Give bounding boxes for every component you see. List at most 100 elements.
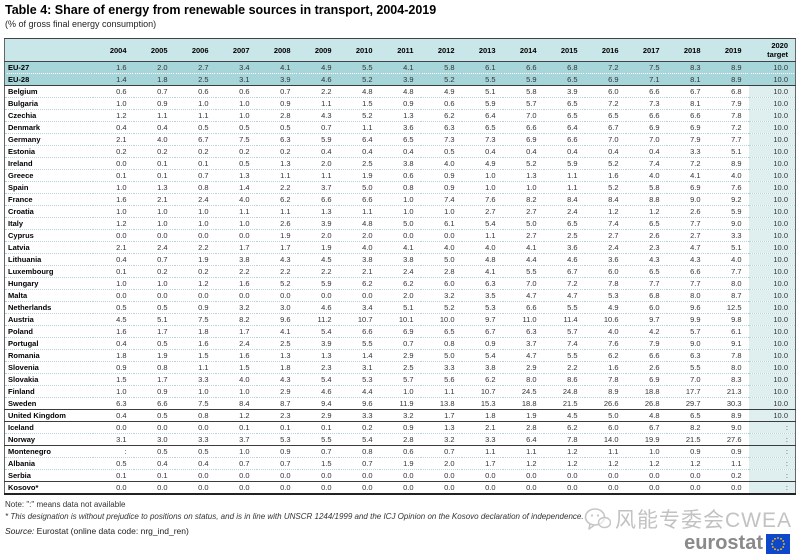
value-cell: 0.0 [133, 481, 175, 495]
value-cell: 5.4 [297, 373, 339, 386]
table-row-united-kingdom: United Kingdom 0.4 0.5 0.8 1.2 2.3 2.9 3.3 3.2 1.… [4, 409, 796, 422]
value-cell: 3.4 [215, 61, 257, 74]
value-cell: 3.9 [297, 217, 339, 230]
year-column-header: 2019 [707, 38, 749, 62]
value-cell: 4.0 [584, 325, 626, 338]
value-cell: 3.0 [256, 301, 298, 314]
value-cell: 6.4 [502, 433, 544, 446]
value-cell: 1.2 [625, 205, 667, 218]
value-cell: 2.7 [584, 229, 626, 242]
target-cell: 10.0 [748, 145, 796, 158]
table-row-slovenia: Slovenia 0.9 0.8 1.1 1.5 1.8 2.3 3.1 2.5 3.3 3.8 2.… [4, 361, 796, 374]
value-cell: 7.2 [543, 277, 585, 290]
value-cell: 6.7 [584, 121, 626, 134]
value-cell: 2.1 [92, 241, 134, 254]
value-cell: 7.6 [461, 193, 503, 206]
target-cell: : [748, 457, 796, 470]
value-cell: 1.2 [92, 109, 134, 122]
value-cell: 9.8 [707, 313, 749, 326]
value-cell: 1.5 [174, 349, 216, 362]
value-cell: 7.9 [666, 133, 708, 146]
row-label: Belgium [4, 85, 93, 98]
row-label: United Kingdom [4, 409, 93, 422]
value-cell: 4.0 [707, 253, 749, 266]
value-cell: 1.8 [174, 325, 216, 338]
value-cell: 0.8 [133, 361, 175, 374]
target-cell: 10.0 [748, 109, 796, 122]
value-cell: 0.2 [133, 265, 175, 278]
value-cell: 3.6 [379, 121, 421, 134]
table-row-sweden: Sweden 6.3 6.6 7.5 8.4 8.7 9.4 9.6 11.9 13.8 15.3 1… [4, 397, 796, 410]
table-row-greece: Greece 0.1 0.1 0.7 1.3 1.1 1.1 1.9 0.6 0.9 1.0 1.3 1… [4, 169, 796, 182]
value-cell: 1.8 [92, 349, 134, 362]
value-cell: 6.9 [666, 181, 708, 194]
value-cell: 10.7 [338, 313, 380, 326]
value-cell: 24.8 [543, 385, 585, 398]
value-cell: 1.0 [215, 97, 257, 110]
table-row-croatia: Croatia 1.0 1.0 1.0 1.1 1.1 1.3 1.1 1.0 1.0 2.7 2.7… [4, 205, 796, 218]
value-cell: 4.2 [625, 325, 667, 338]
value-cell: 0.0 [666, 469, 708, 482]
value-cell: 7.4 [420, 193, 462, 206]
value-cell: 0.1 [215, 421, 257, 434]
row-label: Cyprus [4, 229, 93, 242]
value-cell: 1.7 [461, 457, 503, 470]
value-cell: 6.0 [584, 265, 626, 278]
value-cell: 0.5 [133, 445, 175, 458]
value-cell: 0.4 [297, 145, 339, 158]
value-cell: 6.2 [461, 373, 503, 386]
value-cell: 2.4 [584, 241, 626, 254]
value-cell: 0.0 [297, 289, 339, 302]
table-row-denmark: Denmark 0.4 0.4 0.5 0.5 0.5 0.7 1.1 3.6 6.3 6.5 6.6… [4, 121, 796, 134]
value-cell: 0.7 [215, 457, 257, 470]
value-cell: 1.0 [461, 181, 503, 194]
value-cell: 0.4 [461, 145, 503, 158]
value-cell: 14.0 [584, 433, 626, 446]
year-column-header: 2010 [338, 38, 380, 62]
value-cell: 6.4 [543, 121, 585, 134]
year-column-header: 2016 [584, 38, 626, 62]
value-cell: 0.6 [215, 85, 257, 98]
value-cell: 4.5 [92, 313, 134, 326]
table-row-luxembourg: Luxembourg 0.1 0.2 0.2 2.2 2.2 2.2 2.1 2.4 2.8 4.1… [4, 265, 796, 278]
value-cell: 1.0 [461, 169, 503, 182]
value-cell: 0.8 [338, 445, 380, 458]
value-cell: 2.8 [256, 109, 298, 122]
target-cell: 10.0 [748, 61, 796, 74]
value-cell: 5.3 [338, 373, 380, 386]
value-cell: 6.6 [666, 109, 708, 122]
value-cell: 11.2 [297, 313, 339, 326]
row-label: Malta [4, 289, 93, 302]
row-label: Finland [4, 385, 93, 398]
value-cell: 2.5 [379, 361, 421, 374]
value-cell: 5.2 [584, 181, 626, 194]
value-cell: 3.1 [215, 73, 257, 86]
value-cell: 4.0 [625, 169, 667, 182]
value-cell: 5.9 [297, 133, 339, 146]
value-cell: 5.2 [338, 73, 380, 86]
value-cell: 2.1 [133, 193, 175, 206]
target-cell: 10.0 [748, 169, 796, 182]
value-cell: 2.2 [256, 181, 298, 194]
value-cell: 5.2 [584, 157, 626, 170]
value-cell: 17.7 [666, 385, 708, 398]
value-cell: 1.2 [625, 457, 667, 470]
value-cell: 3.8 [379, 157, 421, 170]
value-cell: 2.7 [461, 205, 503, 218]
value-cell: 6.6 [502, 301, 544, 314]
value-cell: 9.0 [666, 337, 708, 350]
value-cell: 0.2 [338, 421, 380, 434]
value-cell: 1.8 [256, 361, 298, 374]
value-cell: 5.8 [502, 85, 544, 98]
value-cell: 0.1 [133, 157, 175, 170]
value-cell: 4.6 [543, 253, 585, 266]
value-cell: 1.7 [133, 325, 175, 338]
value-cell: 5.7 [543, 325, 585, 338]
row-label: Ireland [4, 157, 93, 170]
value-cell: 3.6 [543, 241, 585, 254]
value-cell: 6.7 [666, 85, 708, 98]
value-cell: 0.0 [256, 289, 298, 302]
value-cell: 0.5 [133, 301, 175, 314]
value-cell: 0.0 [502, 481, 544, 495]
table-row-estonia: Estonia 0.2 0.2 0.2 0.2 0.2 0.4 0.4 0.4 0.5 0.4 0.4… [4, 145, 796, 158]
